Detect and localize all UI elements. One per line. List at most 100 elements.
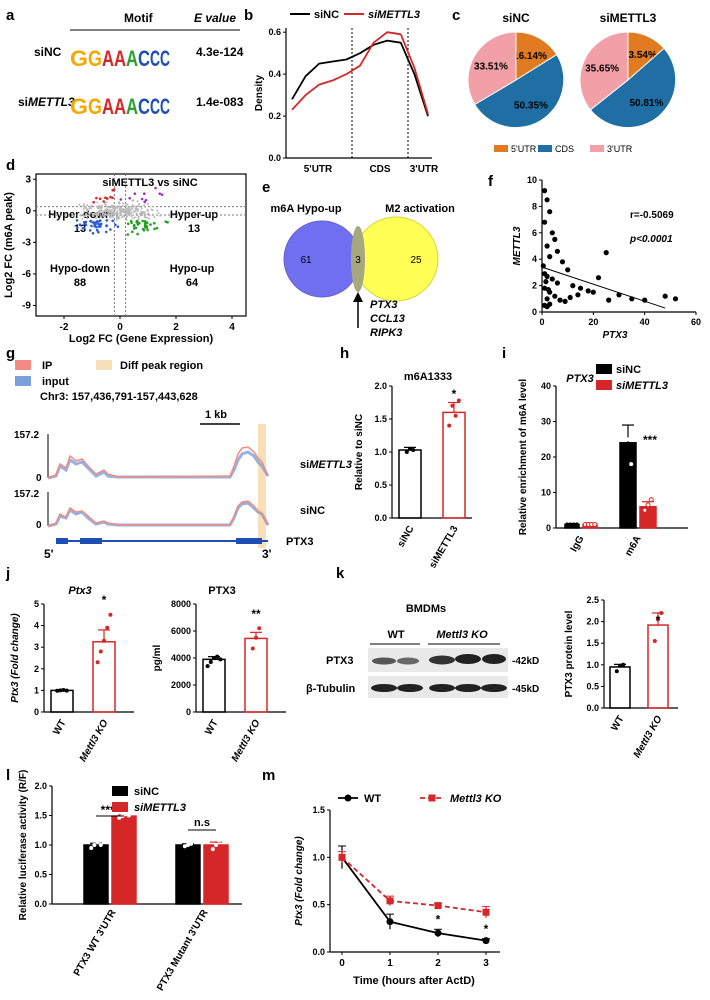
- d-point-group-1: [153, 221, 156, 225]
- c-slice-label-0-0: 16.14%: [513, 51, 547, 62]
- d-point-group-0: [104, 230, 108, 234]
- genomic-coordinates: Chr3: 157,436,791-157,443,628: [40, 391, 198, 403]
- m-point-ko: [338, 853, 346, 861]
- d-point-gray: [143, 215, 146, 218]
- d-point-gray: [100, 206, 103, 209]
- i-point-0: [568, 522, 573, 527]
- c-slice-0-2: [467, 31, 517, 106]
- j2-point-1: [257, 626, 262, 631]
- svg-text:C: C: [138, 94, 150, 119]
- venn-overlap-count: 3: [355, 255, 361, 266]
- h-point-1: [453, 413, 458, 418]
- track2-min: 0: [36, 520, 42, 531]
- m-xtick-label-2: 2: [435, 958, 441, 969]
- d-point-gray: [125, 215, 128, 218]
- venn-left-title: m6A Hypo-up: [270, 203, 341, 215]
- j2-ytick-label-4: 8000: [171, 599, 191, 609]
- simettl3-motif-logo: G G A A A C C C: [70, 94, 170, 119]
- l-bar-2: [175, 844, 201, 905]
- d-point-gray: [86, 204, 88, 207]
- d-point-group-3: [144, 198, 148, 202]
- f-point: [595, 275, 602, 281]
- d-point-gray: [83, 203, 86, 206]
- d-point-gray: [118, 205, 121, 208]
- panel-f-correlation: r=-0.5069 p<0.0001 0 2 4 6 8 10 METTL3 0 20 40 60 P…: [512, 175, 701, 341]
- m-line-1: [341, 856, 487, 914]
- d-point-gray: [97, 207, 99, 210]
- c-legend-swatch-0: [494, 145, 508, 152]
- d-point-group-0: [89, 219, 92, 223]
- d-point-gray: [98, 206, 101, 209]
- svg-text:A: A: [102, 94, 114, 119]
- d-point-group-3: [140, 197, 144, 201]
- d-point-gray: [112, 205, 115, 207]
- h-bar-0: [398, 449, 422, 519]
- l-ytick-label-2: 1.0: [34, 840, 47, 850]
- input-legend-label: input: [42, 376, 69, 388]
- panel-b-label: b: [244, 7, 253, 24]
- f-point: [590, 289, 596, 295]
- sinc-motif-logo: G G A A A C C C: [70, 46, 170, 71]
- ptx3-blot-size: -42kD: [512, 656, 539, 667]
- j1-point-0: [58, 688, 63, 693]
- m-point-ko: [482, 908, 490, 916]
- c-slice-label-1-2: 35.65%: [585, 64, 619, 75]
- h-ytick-label-4: 2.0: [374, 381, 387, 391]
- d-point-gray: [83, 215, 86, 218]
- diff-peak-legend-swatch: [96, 360, 112, 370]
- quadrant-hypo-down: Hypo-down: [50, 263, 110, 275]
- svg-text:A: A: [126, 94, 138, 119]
- l-point-0: [89, 846, 94, 850]
- d-point-gray: [147, 209, 149, 212]
- f-point: [606, 297, 612, 303]
- d-point-gray: [131, 199, 134, 202]
- f-point: [554, 248, 561, 254]
- j2-sig: **: [251, 607, 261, 621]
- k-point-1: [652, 639, 657, 643]
- venn-right-count: 25: [410, 255, 422, 266]
- l-xlabel-1: PTX3 Mutant 3'UTR: [155, 907, 211, 993]
- d-ytick-label-2: -3: [22, 237, 31, 248]
- d-point-gray: [90, 204, 93, 207]
- venn-left-circle: [283, 220, 361, 298]
- d-point-gray: [108, 213, 111, 216]
- d-point-group-1: [143, 224, 147, 228]
- d-point-group-3: [119, 198, 123, 201]
- l-bar-3: [203, 844, 229, 905]
- d-point-group-0: [75, 219, 79, 222]
- l-xlabel-0: PTX3 WT 3'UTR: [72, 907, 119, 978]
- f-point: [565, 267, 571, 273]
- l-point-3: [210, 847, 215, 852]
- d-point-gray: [111, 204, 114, 207]
- j2-point-0: [218, 657, 223, 662]
- d-point-gray: [147, 203, 149, 206]
- svg-text:G: G: [70, 46, 88, 71]
- d-point-group-2: [98, 197, 102, 200]
- j1-ytick-label-5: 5: [34, 599, 39, 609]
- b-ytick-label-0: 0.0: [268, 153, 281, 163]
- d-point-gray: [136, 209, 139, 212]
- d-point-gray: [137, 218, 140, 221]
- d-point-group-1: [153, 227, 156, 231]
- d-point-gray: [138, 203, 141, 206]
- d-point-gray: [99, 215, 102, 218]
- three-prime: 3': [262, 547, 272, 561]
- i-legend-sinc-label: siNC: [616, 364, 641, 376]
- d-ytick-label-0: 3: [25, 174, 31, 185]
- d-point-group-0: [93, 222, 96, 226]
- f-point: [570, 283, 576, 289]
- d-point-group-3: [154, 186, 157, 190]
- h-ytick-label-3: 1.5: [374, 414, 387, 424]
- h-ytick-label-0: 0.0: [374, 513, 387, 523]
- d-ytick-label-1: 0: [25, 206, 31, 217]
- d-point-gray: [81, 217, 84, 220]
- d-point-gray: [104, 208, 107, 211]
- d-point-gray: [143, 211, 146, 214]
- i-point-0: [571, 522, 576, 527]
- i-title: PTX3: [566, 373, 594, 385]
- h-title: m6A1333: [404, 371, 452, 383]
- d-point-gray: [134, 210, 137, 212]
- j1-sig: *: [102, 593, 107, 607]
- d-point-gray: [106, 205, 109, 208]
- exon-3: [236, 538, 262, 544]
